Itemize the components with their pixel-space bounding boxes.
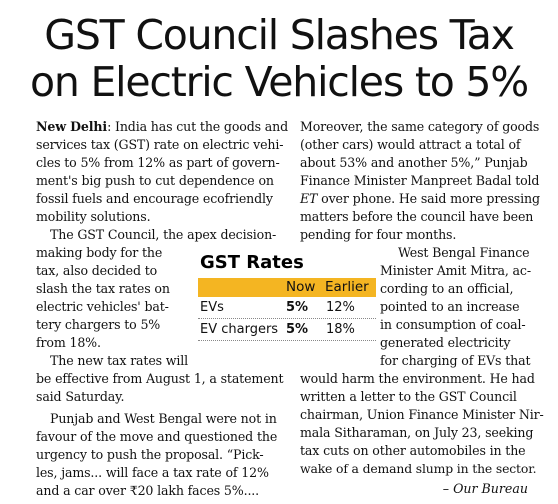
body-line: favour of the move and questioned the bbox=[36, 429, 278, 444]
gst-rates-box: GST Rates Now Earlier EVs 5% 12% EV char… bbox=[198, 252, 376, 341]
header-now: Now bbox=[286, 279, 316, 295]
body-line: mobility solutions. bbox=[36, 209, 151, 224]
body-line: Moreover, the same category of goods bbox=[300, 119, 540, 134]
body-line: Finance Minister Manpreet Badal told bbox=[300, 173, 540, 188]
dateline: New Delhi bbox=[36, 119, 108, 134]
body-line: ment's big push to cut dependence on bbox=[36, 173, 274, 188]
body-line: from 18%. bbox=[36, 335, 101, 350]
body-line: The GST Council, the apex decision- bbox=[50, 227, 277, 242]
body-line: tax cuts on other automobiles in the bbox=[300, 443, 526, 458]
body-line: slash the tax rates on bbox=[36, 281, 170, 296]
body-line: New Delhi: India has cut the goods and bbox=[36, 119, 289, 134]
headline-line-2: on Electric Vehicles to 5% bbox=[29, 58, 529, 106]
row-now: 5% bbox=[286, 322, 309, 337]
body-line: wake of a demand slump in the sector. bbox=[300, 461, 537, 476]
row-now: 5% bbox=[286, 300, 309, 315]
body-line: ET over phone. He said more pressing bbox=[300, 191, 540, 206]
body-line: pointed to an increase bbox=[380, 299, 520, 314]
headline-line-1: GST Council Slashes Tax bbox=[44, 11, 515, 59]
scrollbar[interactable] bbox=[548, 40, 558, 504]
body-line: about 53% and another 5%,” Punjab bbox=[300, 155, 528, 170]
body-line: fossil fuels and encourage ecofriendly bbox=[36, 191, 273, 206]
body-line: Punjab and West Bengal were not in bbox=[50, 411, 277, 426]
body-line: urgency to push the proposal. “Pick- bbox=[36, 447, 264, 462]
body-line: electric vehicles' bat- bbox=[36, 299, 169, 314]
body-line: written a letter to the GST Council bbox=[300, 389, 517, 404]
body-line: mala Sitharaman, on July 23, seeking bbox=[300, 425, 534, 440]
et-italic: ET bbox=[300, 191, 318, 206]
body-line: matters before the council have been bbox=[300, 209, 534, 224]
body-line: would harm the environment. He had bbox=[300, 371, 535, 386]
body-line: for charging of EVs that bbox=[380, 353, 531, 368]
row-earlier: 18% bbox=[326, 322, 355, 337]
row-earlier: 12% bbox=[326, 300, 355, 315]
row-label: EVs bbox=[200, 300, 224, 315]
row-label: EV chargers bbox=[200, 322, 279, 337]
body-line: (other cars) would attract a total of bbox=[300, 137, 521, 152]
body-line: West Bengal Finance bbox=[398, 245, 530, 260]
body-line: in consumption of coal- bbox=[380, 317, 526, 332]
rates-title: GST Rates bbox=[200, 252, 304, 273]
headline: GST Council Slashes Tax on Electric Vehi… bbox=[0, 12, 558, 106]
body-line: cording to an official, bbox=[380, 281, 514, 296]
rates-row: EV chargers 5% 18% bbox=[198, 319, 376, 341]
body-line: Minister Amit Mitra, ac- bbox=[380, 263, 531, 278]
body-line: cles to 5% from 12% as part of govern- bbox=[36, 155, 280, 170]
body-line: making body for the bbox=[36, 245, 163, 260]
rates-row: EVs 5% 12% bbox=[198, 297, 376, 319]
body-line: The new tax rates will bbox=[50, 353, 189, 368]
body-line: les, jams... will face a tax rate of 12% bbox=[36, 465, 269, 480]
header-earlier: Earlier bbox=[325, 279, 369, 295]
body-line: be effective from August 1, a statement bbox=[36, 371, 284, 386]
body-line: said Saturday. bbox=[36, 389, 125, 404]
body-line: chairman, Union Finance Minister Nir- bbox=[300, 407, 544, 422]
body-line: generated electricity bbox=[380, 335, 511, 350]
rates-header: Now Earlier bbox=[198, 278, 376, 297]
body-line: tax, also decided to bbox=[36, 263, 158, 278]
body-line: pending for four months. bbox=[300, 227, 457, 242]
body-line: tery chargers to 5% bbox=[36, 317, 161, 332]
byline: – Our Bureau bbox=[442, 481, 528, 496]
body-line: and a car over ₹20 lakh faces 5%.... bbox=[36, 483, 260, 498]
body-line: services tax (GST) rate on electric vehi… bbox=[36, 137, 284, 152]
